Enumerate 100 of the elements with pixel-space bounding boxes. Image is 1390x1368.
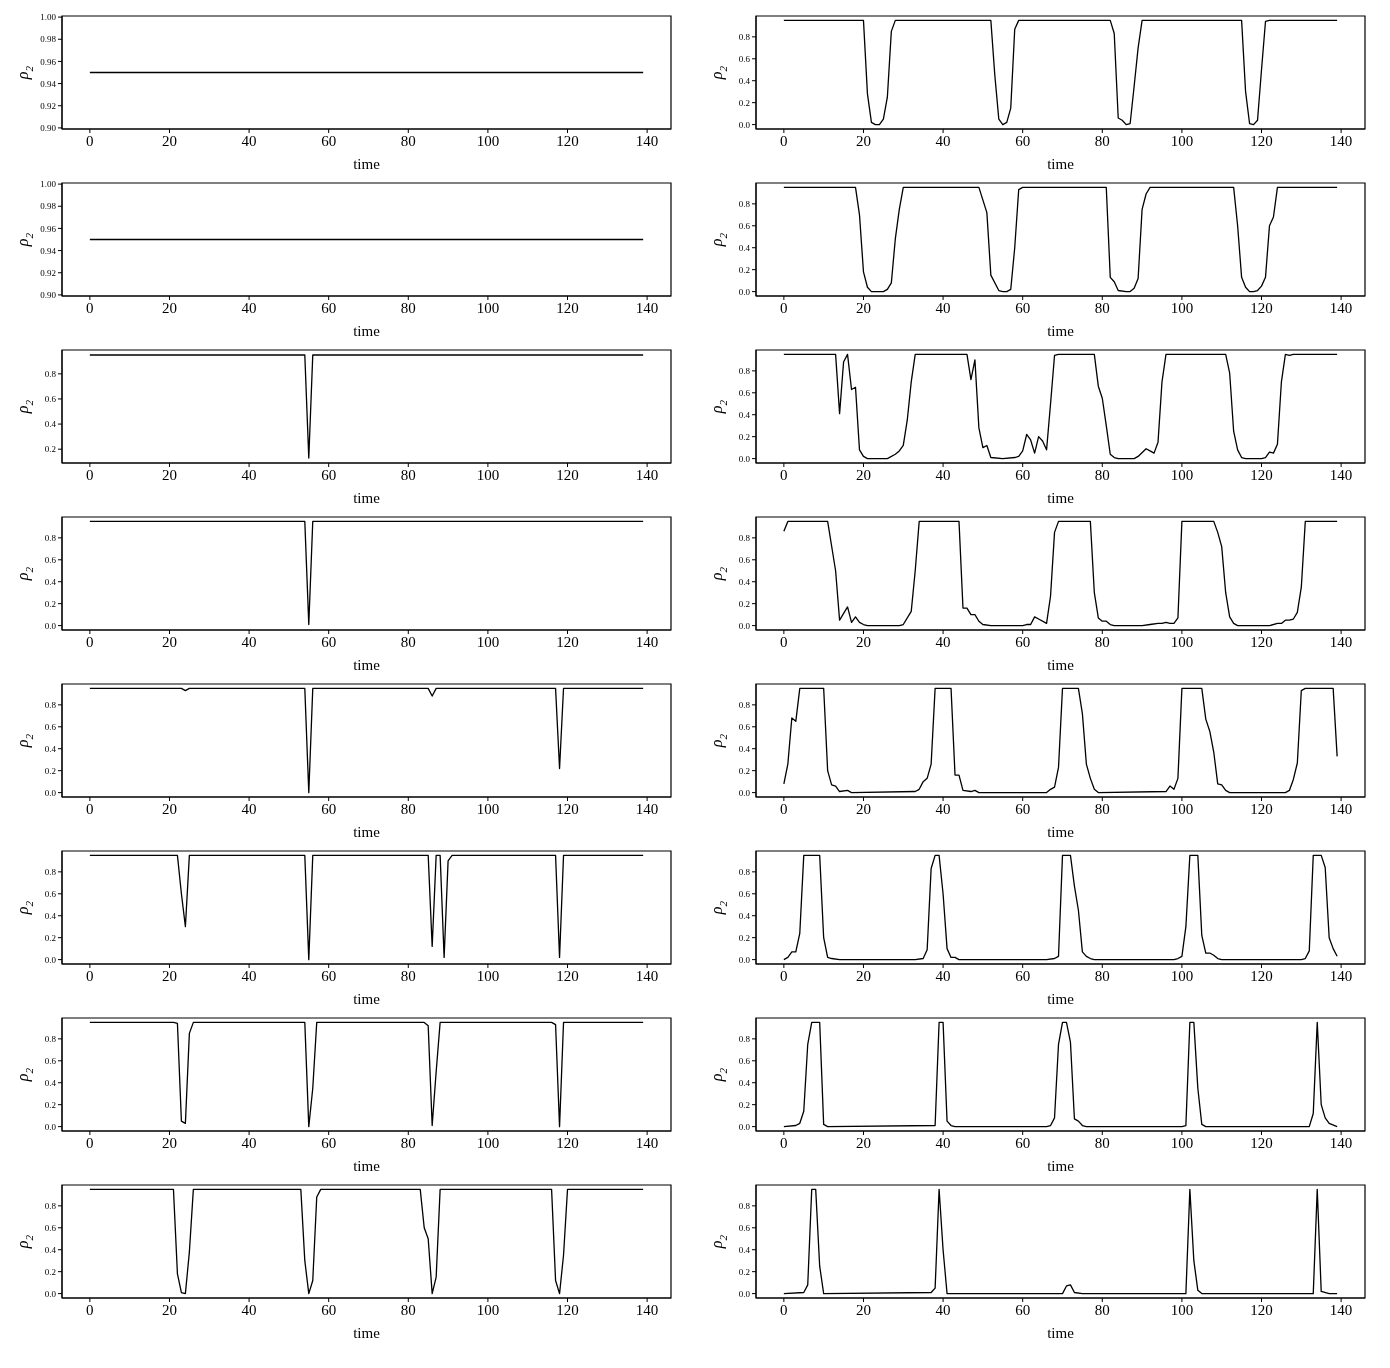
y-tick-label: 1.00: [40, 179, 57, 190]
x-tick-label: 140: [1329, 1134, 1353, 1151]
x-tick-label: 0: [780, 633, 788, 650]
x-tick-label: 80: [400, 466, 416, 483]
x-tick-label: 100: [476, 132, 500, 149]
x-tick-label: 100: [1170, 633, 1194, 650]
x-tick-label: 0: [86, 967, 94, 984]
x-tick-label: 40: [935, 1134, 951, 1151]
y-tick-label: 0.94: [40, 78, 57, 89]
x-tick-label: 140: [635, 299, 659, 316]
y-tick-label: 0.0: [44, 787, 57, 798]
y-tick-label: 0.0: [44, 1288, 57, 1299]
y-tick-label: 0.4: [44, 910, 57, 921]
y-tick-label: 0.98: [40, 34, 57, 45]
y-tick-label: 0.0: [44, 1121, 57, 1132]
y-tick-label: 0.0: [738, 453, 751, 464]
y-tick-label: 0.6: [44, 394, 57, 405]
y-tick-label: 0.6: [738, 1222, 751, 1233]
x-tick-label: 100: [476, 466, 500, 483]
x-tick-label: 60: [321, 800, 337, 817]
x-tick-label: 40: [935, 132, 951, 149]
y-tick-label: 0.4: [738, 743, 751, 754]
line-series: [783, 1188, 1338, 1295]
y-tick-label: 0.8: [44, 867, 57, 878]
y-tick-label: 0.2: [44, 598, 56, 609]
x-tick-label: 60: [321, 633, 337, 650]
y-tick-label: 0.8: [738, 533, 751, 544]
x-tick-label: 40: [241, 132, 257, 149]
y-tick-label: 0.4: [44, 419, 57, 430]
x-tick-label: 100: [1170, 299, 1194, 316]
line-series: [783, 186, 1338, 293]
line-series: [783, 19, 1338, 126]
x-tick-label: 60: [321, 1301, 337, 1318]
line-series: [783, 520, 1338, 627]
x-tick-label: 0: [86, 299, 94, 316]
y-tick-label: 0.8: [44, 700, 57, 711]
x-tick-label: 100: [476, 967, 500, 984]
y-tick-label: 0.2: [738, 598, 750, 609]
x-tick-label: 60: [1015, 1301, 1031, 1318]
x-tick-label: 0: [86, 800, 94, 817]
x-axis-title: time: [1047, 1158, 1075, 1174]
x-tick-label: 0: [780, 800, 788, 817]
y-tick-label: 0.8: [44, 533, 57, 544]
y-tick-label: 0.6: [44, 1055, 57, 1066]
x-tick-label: 140: [635, 633, 659, 650]
y-tick-label: 0.6: [738, 220, 751, 231]
x-tick-label: 60: [1015, 800, 1031, 817]
y-tick-label: 0.6: [738, 554, 751, 565]
x-axis-title: time: [1047, 1325, 1075, 1341]
x-tick-label: 140: [635, 132, 659, 149]
x-tick-label: 100: [1170, 132, 1194, 149]
x-tick-label: 140: [635, 800, 659, 817]
y-tick-label: 0.0: [738, 286, 751, 297]
x-tick-label: 100: [1170, 800, 1194, 817]
y-tick-label: 0.6: [44, 721, 57, 732]
x-tick-label: 100: [476, 299, 500, 316]
x-tick-label: 40: [241, 1301, 257, 1318]
x-tick-label: 40: [935, 633, 951, 650]
y-tick-label: 0.2: [738, 1266, 750, 1277]
y-tick-label: 0.4: [738, 1077, 751, 1088]
x-axis-title: time: [1047, 991, 1075, 1007]
x-tick-label: 120: [1250, 132, 1273, 149]
x-tick-label: 80: [1094, 800, 1110, 817]
x-tick-label: 120: [1250, 466, 1273, 483]
y-tick-label: 0.4: [44, 576, 57, 587]
y-tick-label: 0.4: [738, 910, 751, 921]
x-tick-label: 140: [635, 967, 659, 984]
x-tick-label: 80: [400, 1301, 416, 1318]
y-tick-label: 0.92: [40, 267, 56, 278]
x-tick-label: 40: [935, 299, 951, 316]
y-tick-label: 0.6: [44, 1222, 57, 1233]
y-tick-label: 0.0: [738, 1121, 751, 1132]
y-tick-label: 0.0: [738, 620, 751, 631]
x-tick-label: 20: [855, 299, 871, 316]
x-tick-label: 140: [635, 1134, 659, 1151]
x-tick-label: 120: [1250, 633, 1273, 650]
x-axis-title: time: [353, 991, 381, 1007]
line-series: [89, 854, 644, 961]
y-tick-label: 0.8: [738, 199, 751, 210]
y-tick-label: 0.0: [44, 620, 57, 631]
line-series: [783, 353, 1338, 460]
x-tick-label: 60: [321, 967, 337, 984]
x-tick-label: 140: [1329, 299, 1353, 316]
y-tick-label: 0.6: [738, 1055, 751, 1066]
y-tick-label: 0.90: [40, 123, 57, 134]
x-tick-label: 20: [161, 132, 177, 149]
y-tick-label: 0.0: [738, 954, 751, 965]
y-tick-label: 0.2: [738, 264, 750, 275]
y-tick-label: 0.4: [44, 1244, 57, 1255]
x-tick-label: 20: [161, 633, 177, 650]
y-tick-label: 0.4: [44, 743, 57, 754]
x-tick-label: 120: [556, 132, 579, 149]
x-tick-label: 20: [161, 967, 177, 984]
x-tick-label: 140: [1329, 1301, 1353, 1318]
x-tick-label: 80: [400, 633, 416, 650]
x-tick-label: 100: [476, 1134, 500, 1151]
y-tick-label: 0.2: [44, 1099, 56, 1110]
line-series: [89, 1021, 644, 1128]
x-tick-label: 120: [556, 299, 579, 316]
x-tick-label: 120: [1250, 299, 1273, 316]
